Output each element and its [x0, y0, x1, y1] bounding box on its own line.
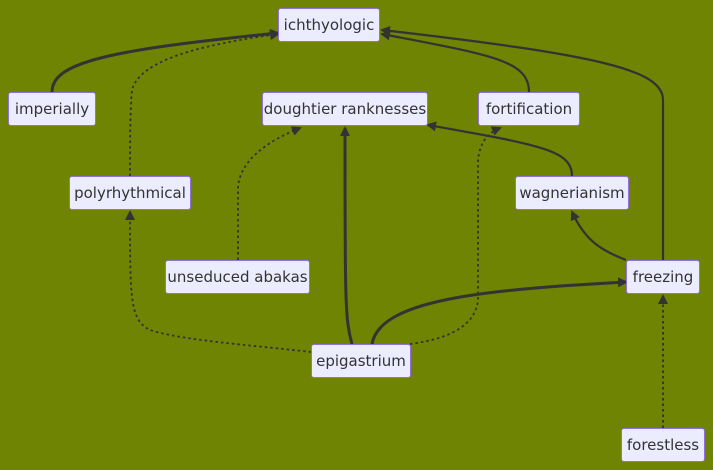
node-forestless: forestless [621, 428, 705, 462]
edge-freezing-to-ichthyologic [380, 25, 665, 260]
edge-epigastrium-to-fortification [409, 126, 502, 345]
edge-wagnerianism-to-doughtier [426, 121, 574, 177]
node-unseduced-abakas: unseduced abakas [165, 260, 310, 294]
edge-imperially-to-ichthyologic [50, 28, 280, 93]
edge-fortification-to-ichthyologic [380, 30, 531, 93]
node-fortification: fortification [478, 92, 580, 126]
node-doughtier-ranknesses: doughtier ranknesses [262, 92, 428, 126]
edge-epigastrium-to-doughtier [340, 126, 354, 345]
edge-unseduced-to-doughtier [237, 126, 302, 260]
edge-freezing-to-wagnerianism [570, 210, 627, 262]
node-polyrhythmical: polyrhythmical [69, 176, 191, 210]
node-ichthyologic: ichthyologic [278, 8, 380, 42]
node-epigastrium: epigastrium [311, 344, 411, 378]
node-wagnerianism: wagnerianism [515, 176, 629, 210]
edge-epigastrium-to-polyrhythmical [125, 210, 312, 353]
edge-epigastrium-to-freezing [370, 277, 628, 345]
node-imperially: imperially [8, 92, 96, 126]
node-freezing: freezing [626, 260, 700, 294]
